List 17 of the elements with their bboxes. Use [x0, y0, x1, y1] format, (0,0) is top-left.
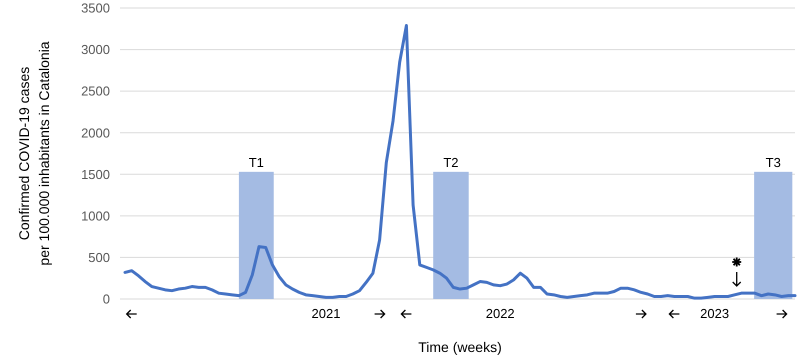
y-tick-label: 1500: [81, 166, 110, 182]
y-tick-label: 2000: [81, 125, 110, 140]
y-axis-title: Confirmed COVID-19 cases per 100.000 inhabitants in Catalonia: [16, 41, 52, 266]
x-axis-title: Time (weeks): [418, 339, 502, 355]
y-tick-label: 1000: [81, 208, 110, 224]
y-tick-label: 0: [102, 292, 110, 307]
y-tick-label: 2500: [81, 84, 110, 99]
annotation: T1: [248, 154, 264, 170]
annotation: T2: [443, 154, 459, 170]
y-tick-label: 500: [88, 250, 110, 265]
text: 2021: [312, 306, 340, 321]
y-tick-label: 3500: [81, 0, 110, 16]
line-series: [124, 24, 796, 300]
y-tick-label: 3000: [81, 42, 110, 58]
text: 2023: [700, 306, 730, 321]
annotation: T3: [766, 154, 781, 170]
text: 2022: [486, 306, 515, 321]
